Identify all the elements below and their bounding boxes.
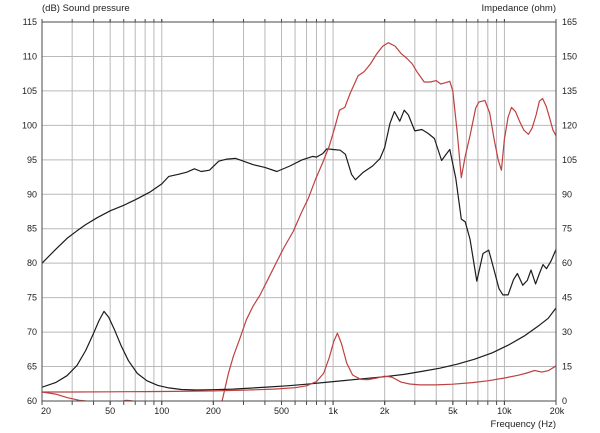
left-tick-label: 70 bbox=[27, 327, 37, 337]
sound-pressure-black-curve bbox=[42, 109, 556, 296]
right-tick-label: 120 bbox=[562, 120, 577, 130]
plot-frame bbox=[41, 21, 557, 402]
left-tick-label: 95 bbox=[27, 155, 37, 165]
right-tick-label: 165 bbox=[562, 17, 577, 27]
right-tick-label: 150 bbox=[562, 51, 577, 61]
right-axis-title: Impedance (ohm) bbox=[482, 3, 556, 14]
left-tick-label: 100 bbox=[22, 120, 37, 130]
x-axis-title: Frequency (Hz) bbox=[491, 419, 556, 430]
x-tick-label: 20 bbox=[41, 406, 51, 416]
right-tick-label: 30 bbox=[562, 327, 572, 337]
x-tick-label: 50 bbox=[105, 406, 115, 416]
left-tick-label: 110 bbox=[23, 51, 37, 61]
right-tick-label: 105 bbox=[562, 155, 577, 165]
right-tick-label: 0 bbox=[562, 396, 567, 406]
curves bbox=[42, 42, 556, 401]
axis-tick-marks bbox=[41, 19, 557, 405]
sound-pressure-red-curve bbox=[42, 42, 556, 401]
x-tick-label: 1k bbox=[328, 406, 338, 416]
x-tick-label: 20k bbox=[550, 406, 565, 416]
right-tick-label: 45 bbox=[562, 293, 572, 303]
right-tick-label: 75 bbox=[562, 224, 572, 234]
impedance-red-curve bbox=[42, 332, 556, 393]
grid-lines bbox=[42, 22, 556, 401]
left-tick-label: 65 bbox=[27, 362, 37, 372]
x-tick-label: 2k bbox=[380, 406, 390, 416]
x-tick-label: 200 bbox=[206, 406, 221, 416]
x-tick-label: 5k bbox=[448, 406, 458, 416]
impedance-black-curve bbox=[42, 307, 556, 391]
left-tick-label: 115 bbox=[23, 17, 37, 27]
x-tick-label: 10k bbox=[497, 406, 512, 416]
left-tick-label: 85 bbox=[27, 224, 37, 234]
left-axis-title: (dB) Sound pressure bbox=[42, 3, 130, 14]
left-tick-label: 105 bbox=[22, 86, 37, 96]
right-tick-label: 15 bbox=[562, 362, 572, 372]
left-tick-label: 60 bbox=[27, 396, 37, 406]
right-tick-label: 135 bbox=[562, 86, 577, 96]
left-tick-label: 75 bbox=[27, 293, 37, 303]
right-tick-label: 60 bbox=[562, 258, 572, 268]
left-tick-label: 90 bbox=[27, 189, 37, 199]
right-tick-label: 90 bbox=[562, 189, 572, 199]
left-tick-label: 80 bbox=[27, 258, 37, 268]
x-tick-label: 100 bbox=[154, 406, 169, 416]
axis-tick-labels: 1151101051009590858075706560165150135120… bbox=[22, 17, 577, 416]
x-tick-label: 500 bbox=[274, 406, 289, 416]
